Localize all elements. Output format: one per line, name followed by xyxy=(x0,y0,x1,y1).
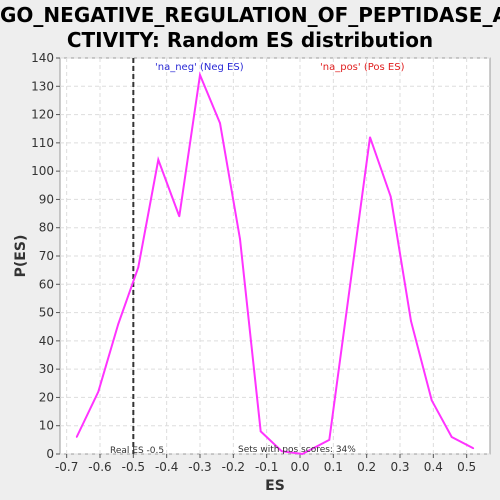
es-data-point xyxy=(259,430,262,433)
x-tick-label: 0.5 xyxy=(457,460,476,474)
es-data-point xyxy=(280,450,283,452)
pos-es-annotation: 'na_pos' (Pos ES) xyxy=(320,62,405,73)
x-tick-label: -0.5 xyxy=(122,460,145,474)
y-tick-label: 30 xyxy=(39,362,54,376)
y-tick-label: 100 xyxy=(31,164,54,178)
es-data-point xyxy=(239,238,241,240)
y-tick-label: 120 xyxy=(31,108,54,122)
es-data-point xyxy=(157,159,160,161)
x-tick-label: 0.1 xyxy=(324,460,343,474)
y-tick-label: 140 xyxy=(31,51,54,65)
x-axis-label: ES xyxy=(265,478,285,494)
es-data-point xyxy=(97,390,100,393)
chart-title-line-1: GO_NEGATIVE_REGULATION_OF_PEPTIDASE_A xyxy=(0,3,500,27)
x-axis-ticks: -0.7 -0.6 -0.5 -0.4 -0.3 -0.2 -0.1 0.0 0.1 0.2 0.3… xyxy=(55,454,476,474)
y-tick-label: 10 xyxy=(39,419,54,433)
es-data-point xyxy=(389,195,392,198)
x-tick-label: -0.6 xyxy=(88,460,111,474)
es-data-point xyxy=(328,439,331,441)
y-tick-label: 50 xyxy=(39,306,54,320)
y-tick-label: 130 xyxy=(31,79,54,93)
y-tick-label: 80 xyxy=(39,221,54,235)
y-tick-label: 70 xyxy=(39,249,54,263)
neg-es-annotation: 'na_neg' (Neg ES) xyxy=(155,62,244,73)
es-data-point xyxy=(410,320,412,322)
pos-sets-annotation: Sets with pos scores: 34% xyxy=(238,445,356,455)
x-tick-label: 0.2 xyxy=(357,460,376,474)
es-data-point xyxy=(75,436,78,438)
es-data-point xyxy=(199,74,201,76)
real-es-label: Real ES -0.5 xyxy=(110,446,164,456)
es-data-point xyxy=(117,323,120,325)
x-tick-label: -0.2 xyxy=(222,460,245,474)
chart-title-line-2: CTIVITY: Random ES distribution xyxy=(66,28,434,52)
es-data-point xyxy=(450,436,453,438)
x-tick-label: -0.4 xyxy=(155,460,178,474)
x-tick-label: 0.0 xyxy=(290,460,309,474)
es-data-point xyxy=(301,453,304,455)
x-tick-label: -0.1 xyxy=(255,460,278,474)
y-tick-label: 90 xyxy=(39,192,54,206)
x-tick-label: 0.3 xyxy=(390,460,409,474)
x-tick-label: -0.7 xyxy=(55,460,78,474)
y-tick-label: 20 xyxy=(39,390,54,404)
es-data-point xyxy=(137,266,140,269)
es-distribution-points xyxy=(75,74,475,455)
y-tick-label: 0 xyxy=(46,447,54,461)
grid-lines xyxy=(60,57,490,455)
y-axis-label: P(ES) xyxy=(13,235,29,278)
es-data-point xyxy=(430,399,433,402)
es-data-point xyxy=(178,215,181,218)
x-tick-label: 0.4 xyxy=(424,460,443,474)
y-tick-label: 40 xyxy=(39,334,54,348)
y-axis-ticks: 0 10 20 30 40 50 60 70 80 90 100 110 120 130 140 xyxy=(31,51,60,461)
x-tick-label: -0.3 xyxy=(188,460,211,474)
es-data-point xyxy=(472,447,475,450)
es-data-point xyxy=(219,122,221,124)
y-tick-label: 110 xyxy=(31,136,54,150)
y-tick-label: 60 xyxy=(39,277,54,291)
es-data-point xyxy=(369,136,371,138)
